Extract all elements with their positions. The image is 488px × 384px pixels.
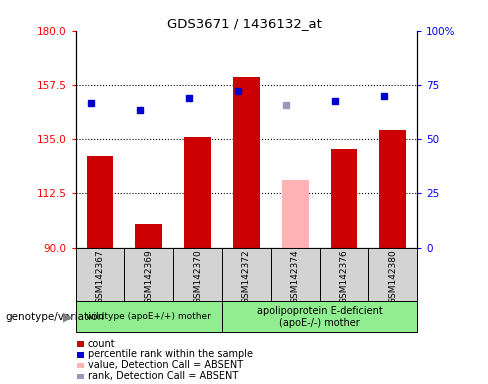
Bar bbox=[124, 248, 173, 301]
Text: GSM142380: GSM142380 bbox=[388, 249, 397, 304]
Text: percentile rank within the sample: percentile rank within the sample bbox=[88, 349, 253, 359]
Text: GSM142370: GSM142370 bbox=[193, 249, 202, 304]
Text: rank, Detection Call = ABSENT: rank, Detection Call = ABSENT bbox=[88, 371, 238, 381]
Text: apolipoprotein E-deficient
(apoE-/-) mother: apolipoprotein E-deficient (apoE-/-) mot… bbox=[257, 306, 383, 328]
Text: genotype/variation: genotype/variation bbox=[5, 312, 104, 322]
Bar bbox=[222, 248, 271, 301]
Bar bbox=[368, 248, 417, 301]
Text: GSM142376: GSM142376 bbox=[340, 249, 348, 304]
Bar bbox=[380, 129, 407, 248]
Text: GSM142367: GSM142367 bbox=[96, 249, 104, 304]
Bar bbox=[222, 301, 417, 332]
Text: wildtype (apoE+/+) mother: wildtype (apoE+/+) mother bbox=[86, 312, 211, 321]
Bar bbox=[136, 223, 163, 248]
Bar bbox=[77, 363, 83, 368]
Text: ▶: ▶ bbox=[62, 310, 72, 323]
Bar bbox=[77, 374, 83, 379]
Bar bbox=[87, 156, 114, 248]
Text: GDS3671 / 1436132_at: GDS3671 / 1436132_at bbox=[166, 17, 322, 30]
Text: value, Detection Call = ABSENT: value, Detection Call = ABSENT bbox=[88, 360, 243, 370]
Bar bbox=[77, 341, 83, 347]
Bar bbox=[271, 248, 320, 301]
Text: GSM142369: GSM142369 bbox=[144, 249, 153, 304]
Bar bbox=[76, 301, 222, 332]
Text: count: count bbox=[88, 339, 116, 349]
Text: GSM142374: GSM142374 bbox=[291, 249, 300, 304]
Bar bbox=[77, 352, 83, 358]
Bar bbox=[331, 149, 358, 248]
Bar bbox=[282, 180, 309, 248]
Bar bbox=[184, 137, 211, 248]
Bar bbox=[173, 248, 222, 301]
Bar bbox=[320, 248, 368, 301]
Text: GSM142372: GSM142372 bbox=[242, 249, 251, 304]
Bar bbox=[76, 248, 124, 301]
Bar bbox=[233, 76, 260, 248]
